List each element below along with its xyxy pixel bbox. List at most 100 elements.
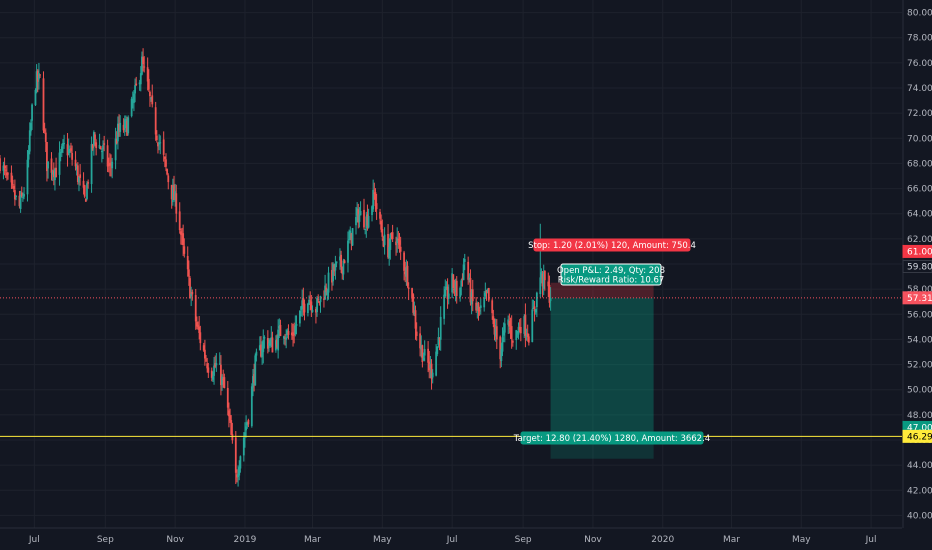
candle (451, 268, 454, 299)
candle-body (99, 146, 102, 150)
candle (494, 318, 497, 342)
stop-zone[interactable] (550, 282, 654, 298)
candle (548, 275, 551, 308)
candle (469, 269, 472, 306)
candle-body (66, 144, 69, 156)
candle-body (122, 124, 125, 131)
candle-body (191, 291, 194, 295)
candle-body (70, 148, 72, 151)
candle-body (78, 176, 80, 183)
candle-body (83, 185, 86, 197)
open-pnl-label-text: Risk/Reward Ratio: 10.67 (558, 276, 665, 286)
y-tick-label: 58.00 (907, 285, 932, 295)
candle (459, 286, 462, 302)
candle (114, 127, 117, 170)
candle-body (245, 426, 248, 431)
candle (268, 338, 270, 352)
price-tag-box (902, 429, 932, 443)
candle (50, 152, 53, 181)
candle (372, 179, 375, 213)
candle-body (324, 285, 326, 300)
candle-body (301, 300, 304, 310)
candle (274, 335, 277, 353)
candle (316, 296, 318, 317)
candle-body (438, 337, 441, 340)
candle-body (406, 265, 409, 286)
candle (4, 165, 7, 178)
candle-body (323, 298, 325, 300)
candle-body (335, 261, 338, 264)
candle-body (319, 296, 322, 303)
candle (347, 231, 349, 273)
candle-body (90, 144, 93, 185)
candle-body (107, 165, 110, 167)
candle-body (533, 306, 536, 312)
candle (311, 305, 314, 313)
candle-body (247, 420, 250, 425)
candle-body (194, 295, 197, 322)
candle-body (278, 326, 281, 329)
candle-body (119, 122, 122, 132)
candle (315, 306, 317, 324)
candle (333, 263, 336, 276)
candle-body (242, 437, 245, 456)
candle (52, 162, 55, 186)
x-tick-label: Sep (97, 535, 114, 545)
candle (254, 353, 257, 386)
candle (159, 135, 162, 155)
candle-body (39, 74, 41, 76)
candle-body (523, 316, 526, 334)
candle-body (237, 474, 239, 478)
candle (78, 176, 80, 192)
candle (2, 161, 5, 180)
candle (26, 149, 29, 202)
candle-body (451, 273, 454, 293)
candle-body (414, 310, 417, 329)
candle (142, 48, 144, 72)
candle (486, 288, 489, 294)
candle (503, 317, 506, 343)
candle-body (535, 292, 538, 308)
candle-body (475, 302, 478, 311)
candle (250, 383, 253, 428)
candle-body (43, 130, 46, 132)
candle-body (238, 467, 241, 476)
candle-body (255, 351, 258, 356)
candle-body (295, 324, 298, 326)
candle (84, 198, 87, 202)
candle-body (429, 363, 432, 369)
candle (510, 315, 513, 349)
candle (379, 208, 381, 225)
candle-body (51, 172, 54, 175)
candle (162, 131, 165, 162)
open-pnl-label-text: Open P&L: 2.49, Qty: 208 (557, 266, 665, 276)
candle (118, 114, 120, 137)
y-tick-label: 56.00 (907, 310, 932, 320)
candle (150, 96, 152, 102)
candle (515, 329, 518, 350)
candle (231, 422, 234, 444)
candle (253, 363, 256, 392)
candle (154, 101, 157, 141)
candle-body (67, 148, 70, 154)
candle-body (234, 437, 237, 473)
candle (263, 335, 266, 349)
candle (502, 322, 505, 343)
candle-body (287, 331, 290, 335)
price-axis-tag: 46.29 (902, 429, 932, 443)
candle-body (366, 214, 369, 226)
candle-body (190, 293, 193, 297)
candle (63, 134, 66, 149)
candle (157, 141, 159, 154)
time-axis[interactable]: Jul Sep Nov 2019 Mar May Jul Sep Nov 2020 Mar May Ju… (0, 527, 902, 545)
candle (295, 315, 298, 335)
candle (221, 374, 223, 391)
candle-body (174, 191, 177, 202)
price-axis[interactable]: 40.0042.0044.0046.0048.0050.0052.0054.00… (902, 0, 932, 528)
candle-body (532, 308, 535, 310)
candle (191, 289, 194, 301)
candle-body (114, 138, 117, 161)
candle-body (355, 217, 357, 226)
